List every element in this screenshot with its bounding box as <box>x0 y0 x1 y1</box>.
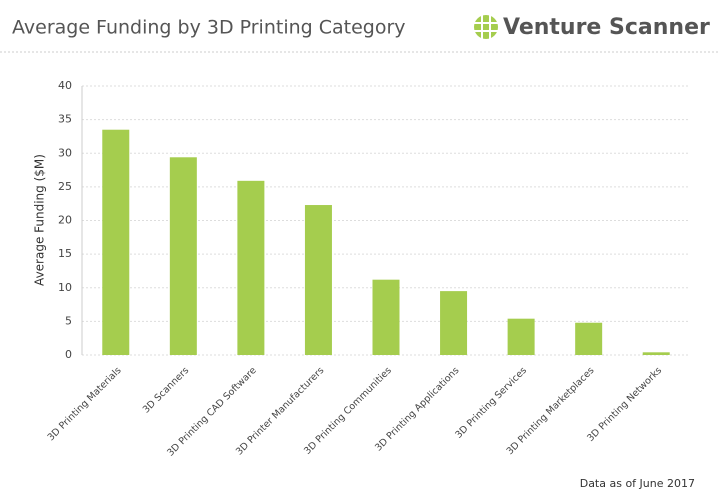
bar <box>372 279 400 355</box>
y-tick-label: 5 <box>65 314 72 327</box>
y-axis-label: Average Funding ($M) <box>33 154 47 286</box>
bar <box>507 318 535 355</box>
bar <box>440 291 468 355</box>
bar <box>304 205 332 355</box>
x-tick-label: 3D Printing Networks <box>585 365 664 444</box>
y-tick-label: 30 <box>58 146 72 159</box>
logo-icon <box>474 15 498 39</box>
y-tick-label: 25 <box>58 180 72 193</box>
y-tick-label: 10 <box>58 281 72 294</box>
y-tick-label: 35 <box>58 113 72 126</box>
y-tick-label: 20 <box>58 214 72 227</box>
x-tick-label: 3D Printing Services <box>453 365 529 441</box>
x-tick-label: 3D Printing Materials <box>46 365 124 443</box>
chart-title: Average Funding by 3D Printing Category <box>12 17 406 39</box>
y-tick-label: 15 <box>58 247 72 260</box>
footnote: Data as of June 2017 <box>580 477 695 490</box>
bar <box>169 157 197 355</box>
y-tick-label: 40 <box>58 79 72 92</box>
bar <box>102 129 130 355</box>
bar <box>575 322 603 355</box>
y-tick-label: 0 <box>65 348 72 361</box>
x-tick-label: 3D Scanners <box>141 365 191 415</box>
brand-name: Venture Scanner <box>503 15 710 40</box>
bar <box>642 352 670 355</box>
bar <box>237 180 265 355</box>
